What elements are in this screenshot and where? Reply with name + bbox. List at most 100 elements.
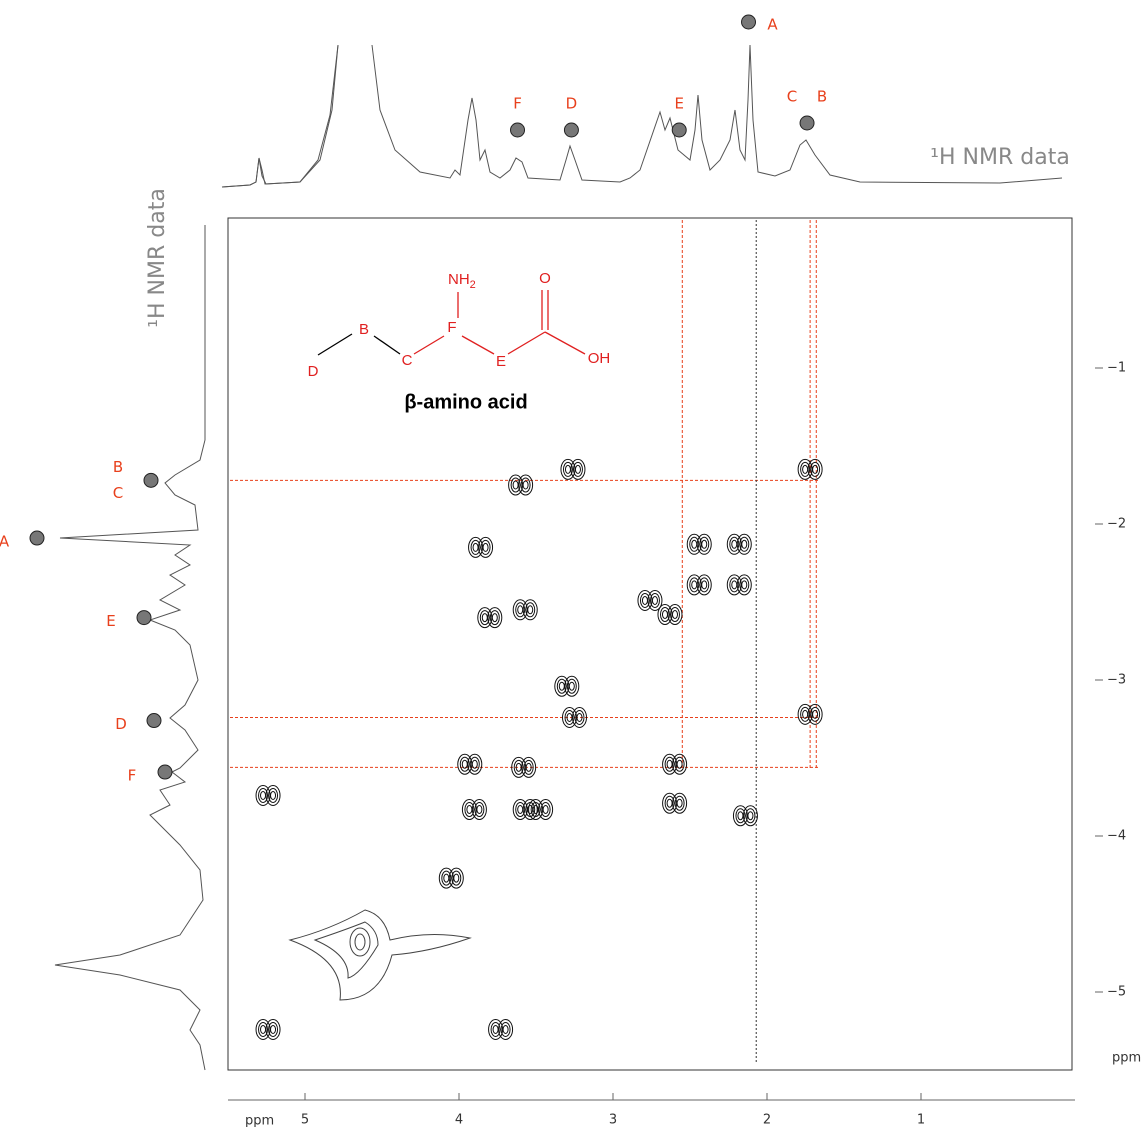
contour (572, 461, 583, 477)
peak-label: E (674, 95, 683, 113)
peak-label: B (817, 88, 827, 106)
y-tick-label: −1 (1107, 361, 1126, 376)
contour (474, 801, 485, 817)
contour (451, 870, 462, 886)
contour (482, 542, 489, 552)
contour (736, 574, 752, 596)
amine-label: NH2 (448, 271, 476, 291)
peak-marker (671, 122, 687, 138)
x-unit: ppm (245, 1114, 274, 1127)
contour (453, 873, 460, 883)
contour (731, 580, 738, 590)
contour (448, 867, 464, 889)
contour (542, 804, 549, 814)
contour (517, 804, 524, 814)
contour (676, 759, 683, 769)
cross-peak (662, 753, 688, 775)
contour (260, 1024, 267, 1034)
contour (570, 458, 586, 480)
contour (470, 539, 481, 555)
contour (476, 804, 483, 814)
contour (574, 709, 585, 725)
contour (459, 756, 470, 772)
contour (661, 609, 668, 619)
plot-frame (227, 217, 1073, 1071)
contour (558, 681, 565, 691)
contour (735, 808, 746, 824)
x-tick-label: 4 (455, 1113, 463, 1127)
contour (802, 464, 809, 474)
peak-label: F (128, 767, 137, 785)
contour (522, 798, 538, 820)
contour (666, 798, 673, 808)
contour (739, 536, 750, 552)
contour (741, 539, 748, 549)
cross-peak (554, 675, 580, 697)
contour (518, 474, 534, 496)
contour (741, 580, 748, 590)
contour (666, 759, 673, 769)
contour (260, 790, 267, 800)
contour (479, 610, 490, 626)
contour (701, 580, 708, 590)
y-tick-label: −3 (1107, 673, 1126, 688)
contour (672, 753, 688, 775)
contour (258, 787, 269, 803)
contour (510, 477, 521, 493)
contour (478, 536, 494, 558)
contour (564, 464, 571, 474)
atom-label: F (447, 319, 456, 336)
contour (669, 606, 680, 622)
left-spectrum-label: ¹H NMR data (145, 188, 170, 328)
contour (810, 461, 821, 477)
contour (471, 759, 478, 769)
cross-peak (726, 574, 752, 596)
contour (659, 606, 670, 622)
structure-bonds (317, 290, 586, 356)
contour (467, 753, 483, 775)
contour (523, 759, 534, 775)
peak-label: E (106, 612, 115, 630)
peak-marker (799, 115, 815, 131)
contour (667, 603, 683, 625)
peak-label: F (513, 95, 522, 113)
contour (538, 798, 554, 820)
cross-peak (512, 599, 538, 621)
contour (731, 539, 738, 549)
contour (574, 464, 581, 474)
peak-marker (29, 530, 45, 546)
peak-marker (741, 14, 757, 30)
contour (268, 1021, 279, 1037)
contour (491, 613, 498, 623)
contour (562, 461, 573, 477)
contour (265, 784, 281, 806)
y-tick-label: −5 (1107, 985, 1126, 1000)
cross-peak (255, 784, 281, 806)
peak-label: A (767, 16, 778, 34)
contour (564, 709, 575, 725)
contour (512, 480, 519, 490)
contour (515, 801, 526, 817)
x-tick-label: 1 (917, 1113, 925, 1127)
contour (556, 678, 567, 694)
contour (671, 609, 678, 619)
cross-peak (255, 1018, 281, 1040)
y-tick-label: −4 (1107, 829, 1126, 844)
contour (471, 798, 487, 820)
contour (540, 801, 551, 817)
atom-label: E (496, 353, 506, 370)
contour (441, 870, 452, 886)
contour (502, 1024, 509, 1034)
atom-label: D (308, 363, 319, 380)
contour (576, 712, 583, 722)
contour (568, 681, 575, 691)
contour (691, 539, 698, 549)
contour (258, 1021, 269, 1037)
peak-marker (510, 122, 526, 138)
amine-main: NH (448, 271, 470, 288)
cross-peak (461, 798, 487, 820)
x-tick-label: 3 (609, 1113, 617, 1127)
contour (647, 589, 663, 611)
contour (737, 811, 744, 821)
contour (664, 795, 675, 811)
